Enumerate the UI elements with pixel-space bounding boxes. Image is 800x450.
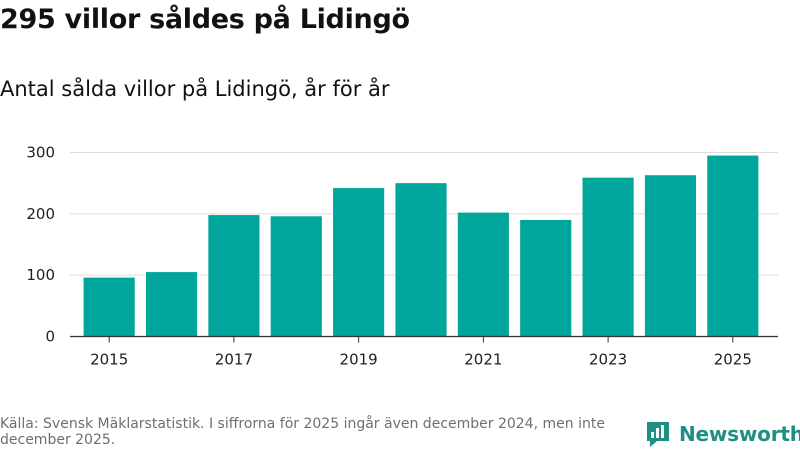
brand-name: Newsworthy [679, 422, 800, 446]
y-axis-ticks: 0 100 200 300 [26, 144, 55, 346]
bar-2023 [582, 177, 634, 337]
source-note: Källa: Svensk Mäklarstatistik. I siffror… [0, 416, 605, 448]
x-tick-label: 2025 [714, 351, 752, 369]
bars [83, 155, 759, 337]
x-tick-label: 2015 [90, 351, 128, 369]
bar-2020 [395, 183, 447, 337]
bar-2015 [83, 277, 135, 337]
bar-2017 [208, 215, 260, 337]
newsworthy-logo[interactable]: Newsworthy [645, 419, 800, 449]
x-axis-ticks: 2015 2017 2019 2021 2023 2025 [90, 336, 752, 369]
bar-chart: 0 100 200 300 2015 2017 2019 2021 2023 2025 [26, 144, 778, 369]
chart-title: 295 villor såldes på Lidingö [0, 4, 410, 35]
y-tick-label: 200 [26, 205, 55, 223]
y-tick-label: 300 [26, 144, 55, 162]
bar-2024 [644, 175, 697, 337]
x-tick-label: 2023 [589, 351, 627, 369]
bar-2022 [520, 219, 572, 337]
bar-2019 [333, 188, 385, 337]
bar-2021 [457, 212, 509, 337]
bar-chart-icon [647, 422, 669, 447]
bar-2016 [145, 272, 198, 337]
bar-2025 [707, 155, 759, 337]
x-tick-label: 2017 [215, 351, 253, 369]
x-tick-label: 2021 [464, 351, 502, 369]
y-tick-label: 0 [45, 328, 55, 346]
y-tick-label: 100 [26, 266, 55, 284]
x-tick-label: 2019 [340, 351, 378, 369]
bar-2018 [270, 216, 322, 337]
chart-subtitle: Antal sålda villor på Lidingö, år för år [0, 77, 390, 101]
